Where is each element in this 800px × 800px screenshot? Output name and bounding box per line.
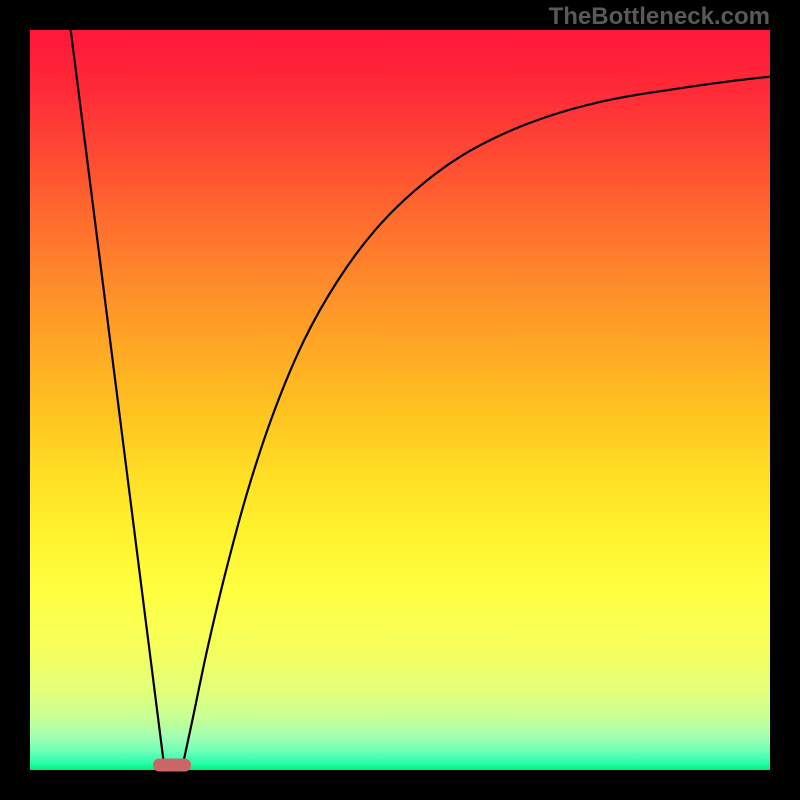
plot-gradient-background	[30, 30, 770, 770]
watermark-text: TheBottleneck.com	[549, 3, 770, 31]
chart-container: TheBottleneck.com	[0, 0, 800, 800]
optimum-marker	[153, 759, 191, 772]
